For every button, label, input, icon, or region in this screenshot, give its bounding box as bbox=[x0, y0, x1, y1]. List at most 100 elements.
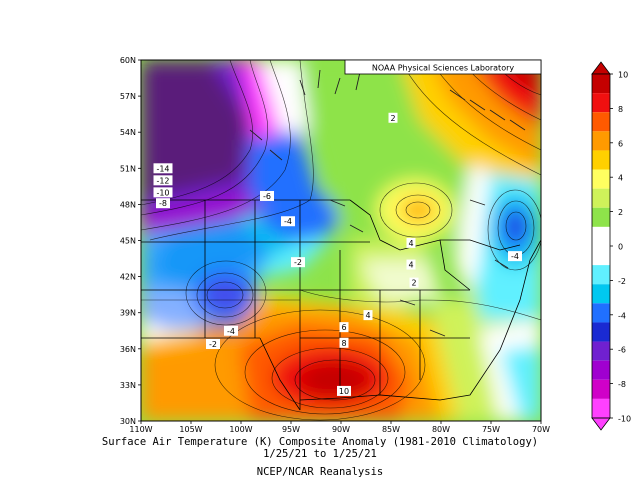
contour-label: -2 bbox=[206, 338, 220, 349]
contour-label: -6 bbox=[260, 190, 274, 201]
contour-label: 2 bbox=[388, 112, 398, 123]
caption-source: NCEP/NCAR Reanalysis bbox=[256, 466, 384, 478]
colorbar-top-arrow bbox=[591, 61, 611, 75]
svg-text:-4: -4 bbox=[284, 217, 292, 226]
svg-text:2: 2 bbox=[411, 279, 416, 288]
svg-text:-4: -4 bbox=[227, 327, 235, 336]
colorbar-swatch bbox=[592, 226, 610, 246]
contour-labels: 2 -14 -12 -10 -8 -6 -4 -2 -4 -2 4 4 2 4 6 8 10 -4 bbox=[153, 112, 522, 396]
colorbar-swatch bbox=[592, 112, 610, 132]
colorbar-swatch bbox=[592, 265, 610, 285]
svg-text:-2: -2 bbox=[294, 258, 302, 267]
svg-text:-2: -2 bbox=[209, 340, 217, 349]
colorbar-swatch bbox=[592, 322, 610, 342]
wind-vectors bbox=[249, 69, 526, 337]
lat-tick-label: 45N bbox=[120, 237, 136, 246]
colorbar-label: 0 bbox=[618, 243, 623, 252]
caption-dates: 1/25/21 to 1/25/21 bbox=[263, 448, 377, 460]
latitude-ticks: 60N 57N 54N 51N 48N 45N 42N 39N 36N 33N 30N bbox=[120, 56, 141, 426]
contour-label: -12 bbox=[153, 175, 173, 186]
lat-tick-label: 39N bbox=[120, 309, 136, 318]
lat-tick-label: 57N bbox=[120, 92, 136, 101]
lat-tick-label: 48N bbox=[120, 200, 136, 209]
lat-tick-label: 36N bbox=[120, 345, 136, 354]
contour-label: 4 bbox=[363, 310, 373, 321]
contour-label: 6 bbox=[339, 322, 349, 333]
colorbar-swatch bbox=[592, 150, 610, 170]
colorbar-label: 8 bbox=[618, 105, 623, 114]
colorbar-bottom-arrow bbox=[591, 417, 611, 431]
contour-lines bbox=[141, 60, 541, 421]
contour-label: 8 bbox=[339, 337, 349, 348]
svg-text:4: 4 bbox=[408, 261, 413, 270]
colorbar-swatch bbox=[592, 188, 610, 208]
colorbar-swatch bbox=[592, 246, 610, 266]
svg-text:-4: -4 bbox=[511, 252, 519, 261]
colorbar-label: -8 bbox=[618, 380, 626, 389]
lat-tick-label: 33N bbox=[120, 381, 136, 390]
colorbar-swatch bbox=[592, 93, 610, 113]
credit-box bbox=[344, 59, 542, 75]
colorbar-swatch bbox=[592, 341, 610, 361]
contour-label: -4 bbox=[281, 216, 295, 227]
colorbar bbox=[591, 61, 611, 431]
contour-label: 4 bbox=[406, 259, 416, 270]
lon-tick-label: 75W bbox=[482, 425, 500, 434]
colorbar-label: 4 bbox=[618, 174, 623, 183]
colorbar-swatch bbox=[592, 398, 610, 418]
lon-tick-label: 90W bbox=[332, 425, 350, 434]
lat-tick-label: 51N bbox=[120, 164, 136, 173]
svg-text:8: 8 bbox=[341, 339, 346, 348]
colorbar-label: 2 bbox=[618, 208, 623, 217]
svg-text:-10: -10 bbox=[156, 188, 169, 197]
svg-text:10: 10 bbox=[339, 387, 349, 396]
svg-text:-8: -8 bbox=[159, 199, 167, 208]
svg-text:4: 4 bbox=[408, 239, 413, 248]
lon-tick-label: 100W bbox=[229, 425, 252, 434]
lat-tick-label: 54N bbox=[120, 128, 136, 137]
contour-label: 2 bbox=[409, 277, 419, 288]
contour-label: -2 bbox=[291, 257, 305, 268]
colorbar-swatch bbox=[592, 379, 610, 399]
colorbar-labels: 10 8 6 4 2 0 -2 -4 -6 -8 -10 bbox=[610, 71, 631, 424]
lon-tick-label: 110W bbox=[129, 425, 152, 434]
svg-text:-14: -14 bbox=[156, 164, 169, 173]
lat-tick-label: 30N bbox=[120, 417, 136, 426]
colorbar-label: -2 bbox=[618, 277, 626, 286]
colorbar-swatch bbox=[592, 169, 610, 189]
svg-text:6: 6 bbox=[341, 323, 346, 332]
lat-tick-label: 42N bbox=[120, 273, 136, 282]
svg-text:-6: -6 bbox=[263, 192, 271, 201]
lon-tick-label: 105W bbox=[179, 425, 202, 434]
colorbar-label: 10 bbox=[618, 71, 628, 80]
contour-label: -10 bbox=[153, 187, 173, 198]
svg-text:2: 2 bbox=[390, 114, 395, 123]
contour-label: -4 bbox=[508, 251, 522, 261]
contour-label: -8 bbox=[156, 198, 170, 209]
contour-label: 10 bbox=[337, 385, 351, 396]
lon-tick-label: 85W bbox=[382, 425, 400, 434]
caption-title: Surface Air Temperature (K) Composite An… bbox=[101, 436, 539, 448]
lat-tick-label: 60N bbox=[120, 56, 136, 65]
svg-text:4: 4 bbox=[365, 311, 370, 320]
colorbar-swatch bbox=[592, 131, 610, 151]
lon-tick-label: 70W bbox=[532, 425, 550, 434]
colorbar-swatch bbox=[592, 360, 610, 380]
colorbar-label: 6 bbox=[618, 139, 623, 148]
colorbar-swatch bbox=[592, 303, 610, 323]
contour-label: -4 bbox=[224, 325, 238, 336]
credit-text: NOAA Physical Sciences Laboratory bbox=[372, 64, 515, 73]
colorbar-swatch bbox=[592, 284, 610, 304]
lon-tick-label: 80W bbox=[432, 425, 450, 434]
colorbar-label: -6 bbox=[618, 346, 626, 355]
anomaly-field bbox=[141, 60, 541, 421]
colorbar-label: -10 bbox=[618, 415, 631, 424]
colorbar-swatch bbox=[592, 207, 610, 227]
colorbar-swatch bbox=[592, 74, 610, 94]
colorbar-label: -4 bbox=[618, 311, 626, 320]
svg-text:-12: -12 bbox=[156, 176, 169, 185]
contour-label: 4 bbox=[406, 237, 416, 248]
longitude-ticks: 110W 105W 100W 95W 90W 85W 80W 75W 70W bbox=[129, 421, 550, 434]
lon-tick-label: 95W bbox=[282, 425, 300, 434]
